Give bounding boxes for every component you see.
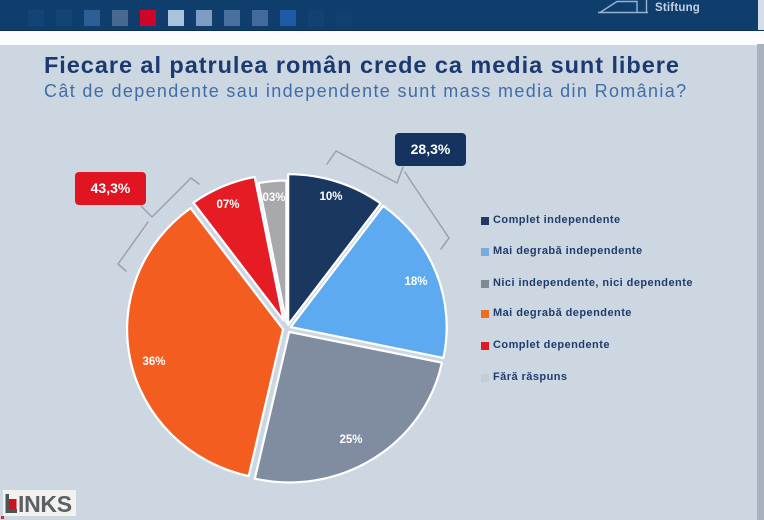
- svg-text:INKS: INKS: [18, 491, 72, 517]
